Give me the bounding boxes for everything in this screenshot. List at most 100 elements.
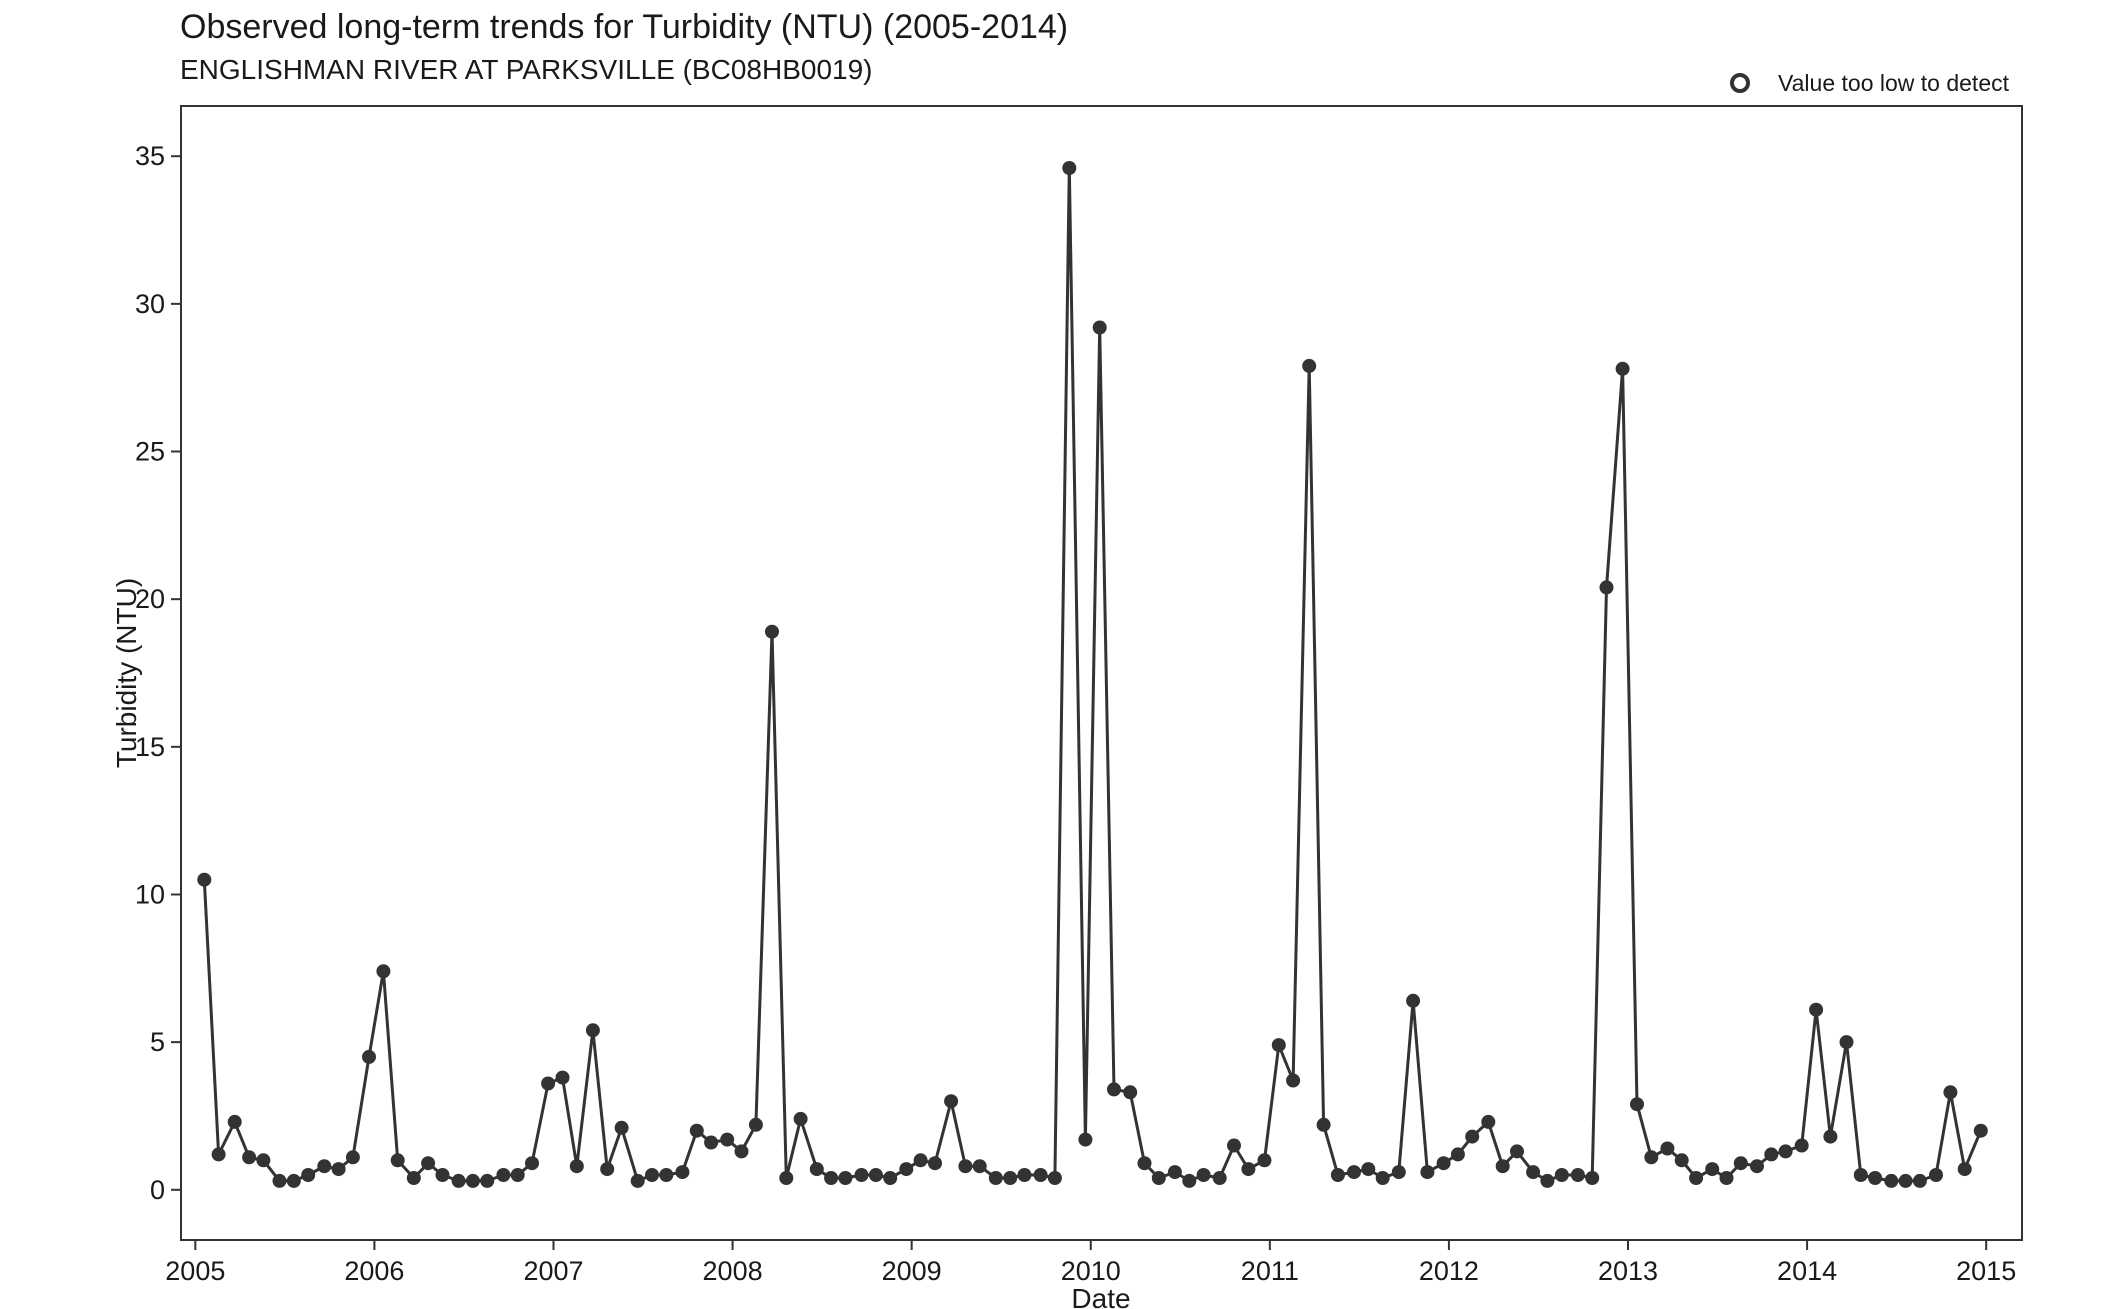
data-point: [1123, 1085, 1138, 1100]
data-point: [331, 1162, 346, 1177]
data-point: [1212, 1171, 1227, 1185]
data-point: [809, 1162, 824, 1177]
data-point: [345, 1150, 360, 1165]
data-point: [928, 1156, 942, 1171]
data-point: [1033, 1168, 1048, 1182]
data-point: [1436, 1156, 1451, 1171]
data-point: [272, 1173, 287, 1188]
y-tick-label: 35: [135, 141, 165, 171]
data-point: [1719, 1171, 1734, 1185]
data-point: [734, 1144, 749, 1159]
data-point: [1257, 1153, 1272, 1168]
data-point: [1391, 1165, 1406, 1180]
plot-panel: [180, 105, 2023, 1241]
data-point: [496, 1168, 511, 1182]
data-point: [793, 1111, 808, 1126]
data-point: [1361, 1162, 1376, 1177]
data-point: [1705, 1162, 1720, 1177]
data-point: [1330, 1168, 1345, 1182]
data-point: [376, 964, 391, 979]
data-point: [1092, 320, 1107, 335]
data-point: [1884, 1173, 1899, 1188]
data-point: [1107, 1082, 1121, 1097]
data-point: [824, 1171, 839, 1185]
data-point: [1973, 1123, 1988, 1138]
data-point: [868, 1168, 883, 1182]
data-point: [1660, 1141, 1675, 1156]
data-point: [1078, 1132, 1093, 1147]
x-tick-label: 2011: [1241, 1256, 1299, 1286]
data-point: [1347, 1165, 1361, 1180]
data-point: [899, 1162, 914, 1177]
data-point: [1599, 580, 1614, 595]
data-point: [1375, 1171, 1390, 1185]
data-point: [765, 624, 779, 639]
data-point: [1868, 1171, 1883, 1185]
y-tick-label: 5: [150, 1027, 165, 1057]
data-point: [1271, 1038, 1286, 1053]
data-point: [854, 1168, 869, 1182]
data-point: [1823, 1129, 1838, 1144]
data-point: [1750, 1159, 1764, 1174]
x-tick-label: 2006: [344, 1256, 404, 1286]
y-tick-label: 25: [135, 437, 165, 467]
data-point: [1465, 1129, 1480, 1144]
data-point: [1929, 1168, 1943, 1182]
x-tick-label: 2009: [882, 1256, 942, 1286]
data-point: [1227, 1138, 1241, 1153]
data-point: [972, 1159, 987, 1174]
data-point: [197, 872, 212, 887]
x-axis-title: Date: [1071, 1283, 1130, 1309]
y-tick-label: 30: [135, 289, 165, 319]
chart-title: Observed long-term trends for Turbidity …: [180, 8, 1069, 46]
data-point: [913, 1153, 928, 1168]
data-point: [435, 1168, 450, 1182]
data-point: [600, 1162, 615, 1177]
data-point: [541, 1076, 556, 1091]
data-point: [362, 1049, 376, 1064]
data-point: [1450, 1147, 1465, 1162]
x-axis: 2005 2006 2007 2008 2009 2010 2011 2012 2013 2014…: [165, 1240, 2016, 1286]
data-point: [720, 1132, 735, 1147]
data-point: [1615, 361, 1630, 376]
data-point: [1898, 1173, 1913, 1188]
data-point: [1047, 1171, 1062, 1185]
x-tick-label: 2014: [1777, 1256, 1837, 1286]
data-point: [211, 1147, 226, 1162]
data-point: [227, 1114, 242, 1129]
data-point: [1794, 1138, 1809, 1153]
data-point: [585, 1023, 600, 1038]
data-point: [838, 1171, 853, 1185]
x-tick-label: 2008: [703, 1256, 763, 1286]
data-point: [1554, 1168, 1569, 1182]
data-point: [256, 1153, 271, 1168]
data-point: [1778, 1144, 1793, 1159]
data-point: [1286, 1073, 1301, 1088]
data-point: [630, 1173, 645, 1188]
chart-subtitle: ENGLISHMAN RIVER AT PARKSVILLE (BC08HB00…: [180, 54, 873, 85]
data-point: [1406, 993, 1421, 1008]
data-point: [569, 1159, 584, 1174]
y-tick-label: 0: [150, 1175, 165, 1205]
data-point: [451, 1173, 466, 1188]
data-point: [480, 1173, 495, 1188]
data-point: [1957, 1162, 1972, 1177]
data-point: [1316, 1117, 1331, 1132]
legend-open-circle-marker: [1730, 73, 1750, 93]
data-point: [779, 1171, 794, 1185]
data-point: [1689, 1171, 1704, 1185]
data-point: [645, 1168, 659, 1182]
y-tick-label: 10: [135, 879, 165, 909]
data-point: [1137, 1156, 1152, 1171]
data-point: [1196, 1168, 1211, 1182]
data-point: [1302, 358, 1317, 373]
data-point: [301, 1168, 316, 1182]
x-tick-label: 2007: [523, 1256, 583, 1286]
data-point: [1943, 1085, 1958, 1100]
data-point: [1540, 1173, 1555, 1188]
x-tick-label: 2013: [1598, 1256, 1658, 1286]
data-point: [748, 1117, 763, 1132]
data-point: [1167, 1165, 1182, 1180]
data-point: [1674, 1153, 1689, 1168]
data-point: [1151, 1171, 1166, 1185]
